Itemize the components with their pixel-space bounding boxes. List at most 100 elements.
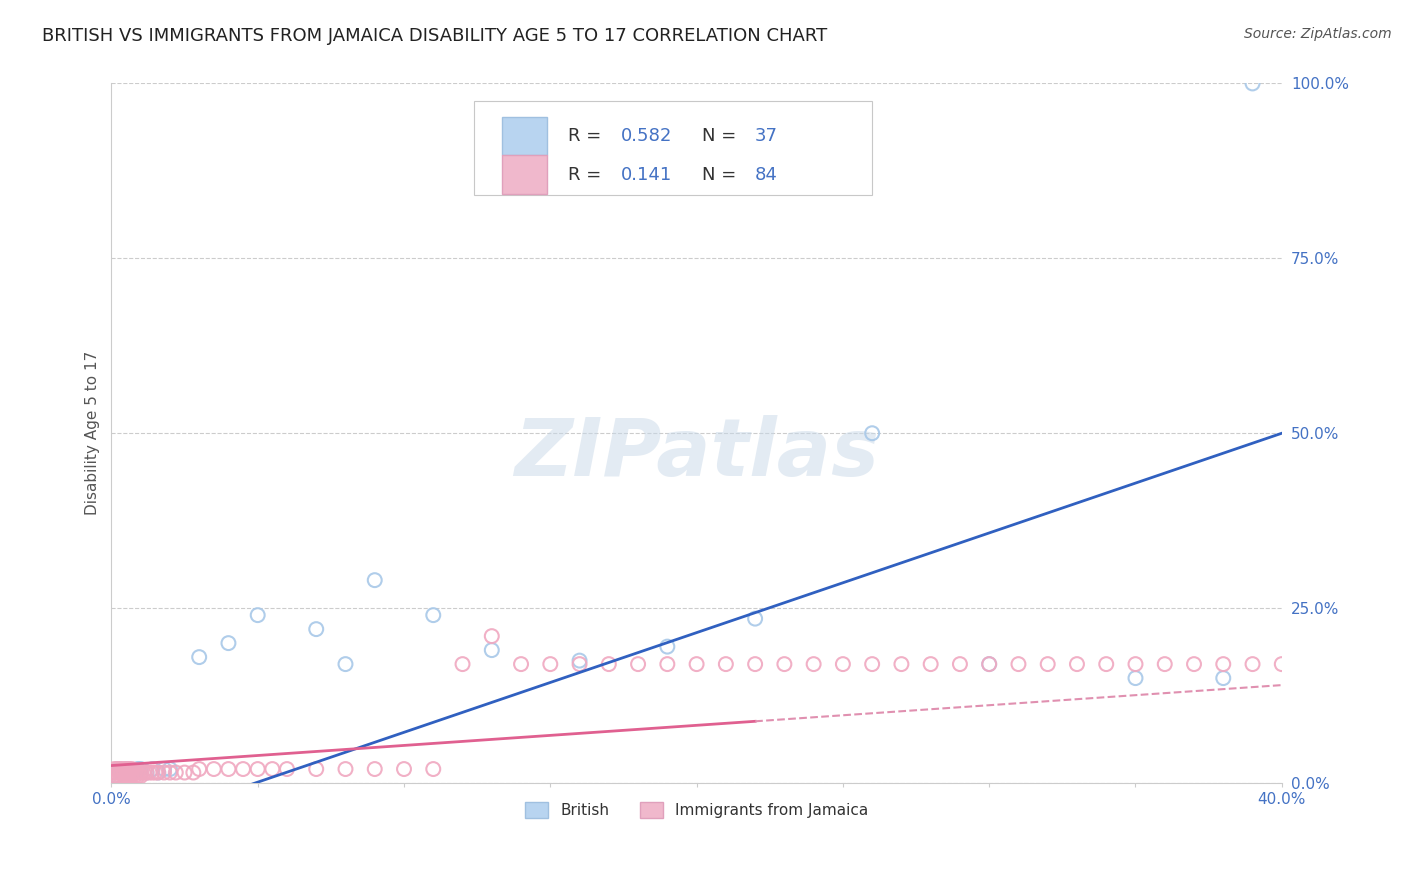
Point (115, 762, 138, 776)
Point (305, 622, 328, 636)
Point (1358, 657, 1381, 672)
Point (141, 762, 163, 776)
Text: Source: ZipAtlas.com: Source: ZipAtlas.com (1244, 27, 1392, 41)
Point (1271, 657, 1294, 672)
Text: 37: 37 (755, 128, 778, 145)
Point (138, 765, 160, 780)
Point (657, 657, 679, 672)
Point (232, 762, 254, 776)
Point (112, 762, 135, 776)
Point (1153, 657, 1175, 672)
Point (132, 765, 155, 780)
Point (364, 573, 387, 587)
Point (1125, 657, 1147, 672)
Point (127, 765, 149, 780)
Point (890, 657, 912, 672)
Point (115, 762, 138, 776)
Point (510, 657, 533, 672)
Point (129, 765, 152, 780)
FancyBboxPatch shape (474, 101, 872, 195)
Point (115, 765, 138, 780)
Point (127, 769, 149, 783)
Point (335, 657, 357, 672)
Point (103, 769, 125, 783)
Point (135, 765, 157, 780)
Point (153, 765, 176, 780)
Point (920, 657, 942, 672)
Point (1182, 657, 1205, 672)
Point (108, 765, 131, 780)
Point (627, 657, 650, 672)
Text: N =: N = (703, 166, 742, 184)
Point (148, 765, 170, 780)
Point (105, 769, 128, 783)
Point (165, 765, 187, 780)
Point (141, 765, 163, 780)
Point (773, 657, 796, 672)
Point (143, 765, 166, 780)
Text: R =: R = (568, 128, 607, 145)
Point (392, 762, 415, 776)
Point (105, 762, 128, 776)
Point (422, 608, 444, 623)
Point (183, 765, 205, 780)
Point (568, 654, 591, 668)
Point (105, 762, 128, 776)
Point (108, 769, 131, 783)
Point (481, 643, 503, 657)
Point (364, 762, 387, 776)
Text: ZIPatlas: ZIPatlas (515, 416, 879, 493)
Point (1212, 657, 1234, 672)
Bar (502, 117, 547, 155)
Point (979, 657, 1001, 672)
Point (118, 765, 141, 780)
Point (979, 657, 1001, 672)
Point (124, 765, 146, 780)
Point (246, 762, 269, 776)
Point (103, 765, 125, 780)
Point (832, 657, 855, 672)
Point (217, 636, 239, 650)
Point (803, 657, 825, 672)
Point (103, 769, 125, 783)
Text: 0.141: 0.141 (620, 166, 672, 184)
Point (118, 769, 141, 783)
Point (685, 657, 707, 672)
Point (105, 765, 128, 780)
Point (262, 762, 284, 776)
Bar (502, 155, 547, 194)
Point (246, 608, 269, 623)
Point (335, 762, 357, 776)
Point (103, 762, 125, 776)
Point (744, 612, 766, 626)
Point (202, 762, 225, 776)
Point (657, 640, 679, 654)
Point (1095, 657, 1118, 672)
Text: 84: 84 (755, 166, 778, 184)
Point (1125, 671, 1147, 685)
Point (188, 762, 211, 776)
Point (714, 657, 737, 672)
Point (860, 657, 883, 672)
Point (422, 762, 444, 776)
Point (153, 762, 176, 776)
Point (115, 765, 138, 780)
Point (305, 762, 328, 776)
Point (121, 769, 143, 783)
Point (173, 765, 195, 780)
Point (481, 629, 503, 643)
Text: R =: R = (568, 166, 607, 184)
Point (1241, 657, 1264, 672)
Point (118, 765, 141, 780)
Text: N =: N = (703, 128, 742, 145)
Point (118, 762, 141, 776)
Point (538, 657, 561, 672)
Point (121, 762, 143, 776)
Point (121, 765, 143, 780)
Point (108, 762, 131, 776)
Point (1036, 657, 1059, 672)
Point (159, 765, 181, 780)
Point (451, 657, 474, 672)
Point (121, 765, 143, 780)
Point (860, 426, 883, 441)
